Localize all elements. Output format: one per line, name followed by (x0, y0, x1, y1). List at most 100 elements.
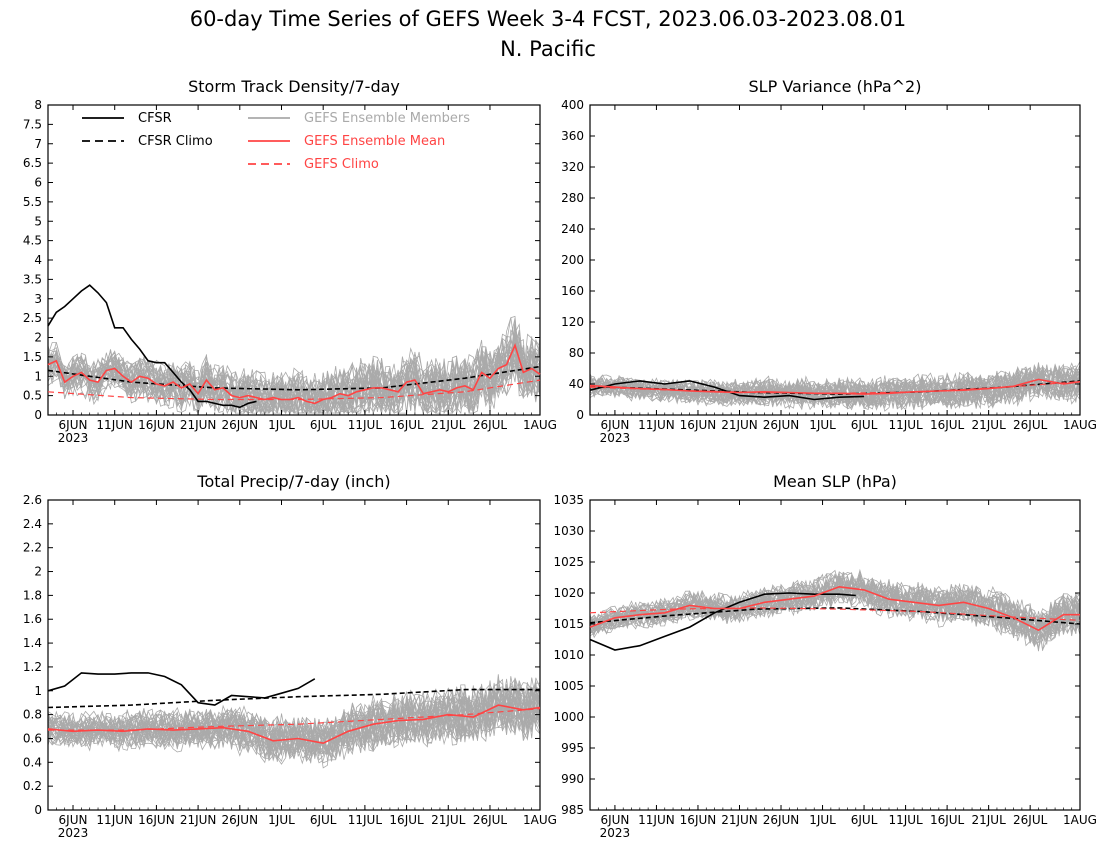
slpvar-ensemble-member-line (589, 365, 1081, 408)
precip-ensemble-member-line (47, 674, 541, 755)
storm-ensemble-member-line (47, 351, 541, 415)
storm-ytick-label: 2 (34, 331, 42, 345)
storm-xtick-label: 6JUL (310, 418, 337, 432)
precip-ytick-label: 1.4 (23, 636, 42, 650)
precip-xtick-label: 6JUN (59, 813, 88, 827)
storm-ensemble-member-line (47, 315, 541, 406)
meanslp-ytick-label: 1015 (553, 617, 584, 631)
storm-xtick-label: 16JUL (389, 418, 424, 432)
precip-ytick-label: 0 (34, 803, 42, 817)
meanslp-ensemble-member-line (589, 569, 1081, 638)
storm-xtick-label: 26JUL (473, 418, 508, 432)
storm-ytick-label: 0 (34, 408, 42, 422)
storm-cfsr-line (47, 284, 257, 409)
meanslp-xtick-label: 16JUL (930, 813, 965, 827)
storm-ensemble-member-line (47, 343, 541, 415)
meanslp-xtick-label: 16JUN (680, 813, 717, 827)
total-precip-title: Total Precip/7-day (inch) (196, 472, 390, 491)
precip-cfsr-climo-line (47, 688, 540, 709)
slpvar-ytick-label: 280 (561, 191, 584, 205)
meanslp-ensemble-members (589, 568, 1081, 652)
precip-ytick-label: 1.8 (23, 588, 42, 602)
slpvar-xtick-label: 16JUN (680, 418, 717, 432)
precip-xtick-label: 11JUN (96, 813, 133, 827)
legend-gefs-climo-label: GEFS Climo (304, 157, 379, 172)
meanslp-ytick-label: 1025 (553, 555, 584, 569)
precip-xtick-label: 11JUL (348, 813, 383, 827)
meanslp-ytick-label: 1005 (553, 679, 584, 693)
meanslp-xtick-label: 1AUG (1063, 813, 1097, 827)
meanslp-xtick-label: 6JUL (851, 813, 878, 827)
slpvar-ensemble-member-line (589, 369, 1081, 411)
storm-ytick-label: 0.5 (23, 389, 42, 403)
slpvar-xtick-label: 26JUN (763, 418, 800, 432)
storm-xtick-label: 11JUN (96, 418, 133, 432)
slpvar-ytick-label: 360 (561, 129, 584, 143)
storm-ensemble-member-line (47, 317, 541, 411)
meanslp-plot-frame (589, 499, 1081, 811)
total-precip-panel: Total Precip/7-day (inch) 0 0.2 0.4 0.6 0.8 1… (23, 472, 557, 840)
meanslp-xtick-label: 1JUL (809, 813, 836, 827)
storm-xtick-label: 16JUN (138, 418, 175, 432)
slpvar-xtick-label: 1JUL (809, 418, 836, 432)
legend-cfsr-climo-label: CFSR Climo (138, 134, 213, 149)
slpvar-ytick-label: 240 (561, 222, 584, 236)
slp-variance-panel: SLP Variance (hPa^2) 0 40 80 120 160 200 240 28… (561, 77, 1097, 445)
precip-ytick-label: 0.6 (23, 731, 42, 745)
meanslp-ytick-label: 1030 (553, 524, 584, 538)
slpvar-ensemble-member-line (589, 370, 1081, 412)
slpvar-xtick-label: 21JUN (721, 418, 758, 432)
meanslp-xtick-label: 21JUN (721, 813, 758, 827)
meanslp-ytick-label: 1010 (553, 648, 584, 662)
storm-ytick-label: 1 (34, 369, 42, 383)
precip-cfsr-line (47, 672, 316, 706)
storm-ytick-label: 6 (34, 176, 42, 190)
meanslp-ytick-label: 995 (561, 741, 584, 755)
slpvar-ytick-label: 400 (561, 98, 584, 112)
legend-cfsr-label: CFSR (138, 111, 172, 126)
storm-xtick-label: 1JUL (268, 418, 295, 432)
meanslp-cfsr-climo-line (589, 607, 1081, 625)
storm-ensemble-member-line (47, 322, 541, 414)
precip-ensemble-member-line (47, 680, 541, 750)
storm-ytick-label: 6.5 (23, 156, 42, 170)
mean-slp-title: Mean SLP (hPa) (773, 472, 897, 491)
storm-ytick-label: 1.5 (23, 350, 42, 364)
meanslp-ytick-label: 1000 (553, 710, 584, 724)
storm-ensemble-member-line (47, 318, 541, 414)
precip-ensemble-members (47, 674, 541, 769)
precip-ytick-label: 1.2 (23, 660, 42, 674)
storm-ytick-label: 5.5 (23, 195, 42, 209)
precip-xtick-label: 21JUL (431, 813, 466, 827)
storm-ytick-label: 3 (34, 292, 42, 306)
slpvar-xtick-label: 26JUL (1013, 418, 1048, 432)
storm-xtick-label: 6JUN (59, 418, 88, 432)
slpvar-xtick-label: 16JUL (930, 418, 965, 432)
precip-ytick-label: 1 (34, 684, 42, 698)
meanslp-xtick-label: 6JUN (600, 813, 629, 827)
storm-ytick-label: 4 (34, 253, 42, 267)
precip-xtick-label: 26JUL (473, 813, 508, 827)
storm-year-label: 2023 (58, 431, 89, 445)
slpvar-ytick-label: 40 (569, 377, 584, 391)
slpvar-year-label: 2023 (600, 431, 631, 445)
storm-gefs-climo-line (47, 379, 541, 401)
storm-track-panel: Storm Track Density/7-day 0 0.5 1 1.5 2 2.5 3 3… (23, 77, 557, 445)
storm-ensemble-member-line (47, 340, 541, 415)
storm-ytick-label: 3.5 (23, 272, 42, 286)
storm-xtick-label: 21JUL (431, 418, 466, 432)
precip-xtick-label: 6JUL (310, 813, 337, 827)
meanslp-ytick-label: 1035 (553, 493, 584, 507)
slpvar-ytick-label: 0 (576, 408, 584, 422)
slpvar-ensemble-member-line (589, 370, 1081, 409)
slpvar-ytick-label: 320 (561, 160, 584, 174)
precip-ytick-label: 1.6 (23, 612, 42, 626)
precip-ytick-label: 0.8 (23, 708, 42, 722)
mean-slp-panel: Mean SLP (hPa) 985 990 995 1000 1005 1010 1015… (553, 472, 1097, 840)
slp-variance-title: SLP Variance (hPa^2) (749, 77, 922, 96)
precip-ytick-label: 0.4 (23, 755, 42, 769)
precip-plot-frame (47, 499, 541, 811)
precip-ytick-label: 0.2 (23, 779, 42, 793)
slpvar-xtick-label: 11JUL (888, 418, 923, 432)
